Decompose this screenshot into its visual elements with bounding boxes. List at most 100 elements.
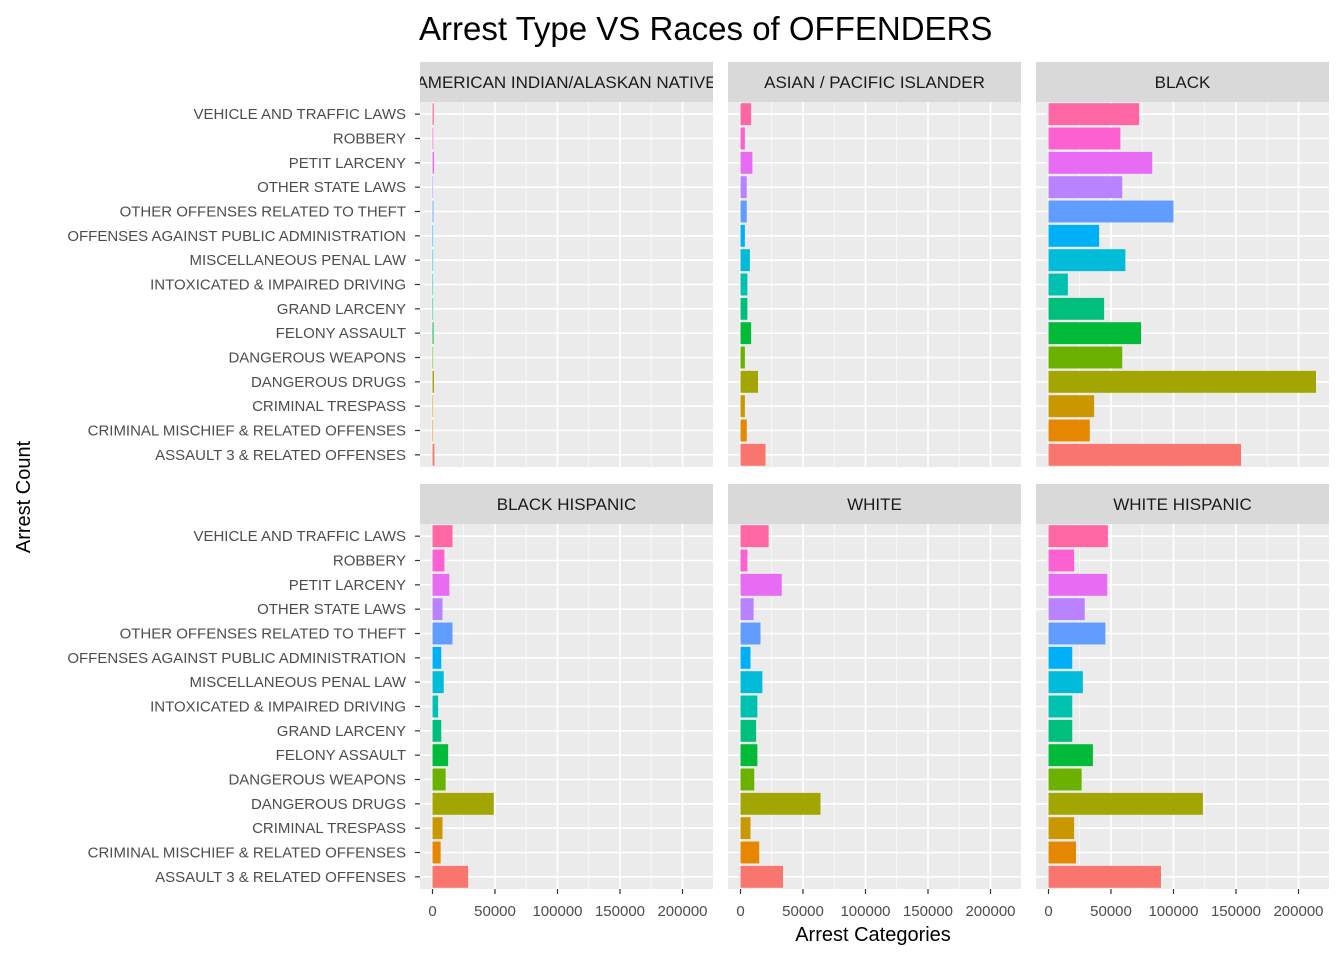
bar-criminal-trespass [432, 817, 443, 840]
x-axis-title: Arrest Categories [795, 924, 951, 946]
bar-other-state-laws [1048, 176, 1123, 199]
bar-assault-3-related-offenses [432, 865, 469, 888]
bar-dangerous-drugs [740, 792, 821, 815]
bar-robbery [1048, 549, 1075, 572]
y-tick-label: OTHER STATE LAWS [257, 601, 406, 618]
y-tick-label: OFFENSES AGAINST PUBLIC ADMINISTRATION [67, 650, 406, 667]
y-tick-label: DANGEROUS WEAPONS [228, 772, 406, 789]
bar-other-offenses-related-to-theft [1048, 622, 1106, 645]
y-tick-label: MISCELLANEOUS PENAL LAW [190, 252, 407, 269]
facet-strip [420, 62, 713, 102]
bar-grand-larceny [1048, 719, 1073, 742]
y-tick-label: FELONY ASSAULT [276, 747, 406, 764]
bar-vehicle-and-traffic-laws [1048, 103, 1140, 126]
bar-grand-larceny [432, 297, 434, 320]
bar-intoxicated-impaired-driving [1048, 273, 1068, 296]
facet-asian-pacific-islander: ASIAN / PACIFIC ISLANDER [728, 62, 1021, 467]
bar-robbery [1048, 127, 1121, 150]
y-tick-label: MISCELLANEOUS PENAL LAW [190, 674, 407, 691]
y-tick-label: ROBBERY [333, 553, 406, 570]
bar-robbery [740, 549, 748, 572]
bar-other-offenses-related-to-theft [1048, 200, 1174, 223]
bar-offenses-against-public-administration [1048, 646, 1073, 669]
bar-criminal-trespass [432, 395, 434, 418]
x-tick-label: 150000 [595, 903, 645, 920]
y-tick-label: CRIMINAL MISCHIEF & RELATED OFFENSES [88, 423, 406, 440]
x-tick-label: 0 [736, 903, 744, 920]
bar-petit-larceny [740, 573, 782, 596]
x-tick-label: 200000 [965, 903, 1015, 920]
bar-dangerous-drugs [432, 792, 494, 815]
bar-dangerous-weapons [1048, 346, 1123, 369]
bar-offenses-against-public-administration [1048, 224, 1100, 247]
facet-strip-label: BLACK [1155, 73, 1211, 92]
bar-intoxicated-impaired-driving [432, 273, 434, 296]
bar-dangerous-weapons [432, 346, 434, 369]
bar-criminal-mischief-related-offenses [1048, 419, 1090, 442]
y-tick-label: CRIMINAL TRESPASS [252, 398, 406, 415]
bar-robbery [432, 127, 434, 150]
facet-strip [728, 62, 1021, 102]
x-tick-label: 200000 [657, 903, 707, 920]
x-tick-label: 50000 [474, 903, 516, 920]
facet-american-indian-alaskan-native: AMERICAN INDIAN/ALASKAN NATIVE ASSAULT 3 … [67, 62, 716, 467]
y-tick-label: PETIT LARCENY [289, 577, 406, 594]
bar-criminal-trespass [740, 395, 745, 418]
bar-other-state-laws [432, 598, 443, 621]
bar-criminal-mischief-related-offenses [432, 841, 441, 864]
bar-intoxicated-impaired-driving [1048, 695, 1073, 718]
bar-assault-3-related-offenses [740, 865, 783, 888]
bar-offenses-against-public-administration [740, 224, 745, 247]
facet-strip-label: WHITE HISPANIC [1113, 495, 1252, 514]
y-tick-label: CRIMINAL MISCHIEF & RELATED OFFENSES [88, 845, 406, 862]
y-tick-label: PETIT LARCENY [289, 155, 406, 172]
bar-vehicle-and-traffic-laws [432, 525, 453, 548]
y-tick-label: VEHICLE AND TRAFFIC LAWS [193, 106, 406, 123]
bar-other-state-laws [740, 176, 747, 199]
bar-petit-larceny [432, 151, 434, 174]
bar-miscellaneous-penal-law [432, 671, 444, 694]
facet-black-hispanic: BLACK HISPANIC ASSAULT 3 & RELATED OFFENS… [67, 484, 713, 920]
x-tick-label: 150000 [1211, 903, 1261, 920]
facet-strip-label: AMERICAN INDIAN/ALASKAN NATIVE [416, 73, 716, 92]
bar-dangerous-weapons [740, 768, 755, 791]
bar-felony-assault [1048, 322, 1141, 345]
bar-felony-assault [432, 322, 434, 345]
bar-other-state-laws [740, 598, 754, 621]
bar-petit-larceny [1048, 151, 1153, 174]
y-tick-label: GRAND LARCENY [277, 301, 406, 318]
x-tick-label: 50000 [782, 903, 824, 920]
bar-intoxicated-impaired-driving [740, 695, 758, 718]
x-tick-label: 50000 [1090, 903, 1132, 920]
y-tick-label: ROBBERY [333, 131, 406, 148]
bar-petit-larceny [432, 573, 450, 596]
y-tick-label: DANGEROUS DRUGS [251, 796, 406, 813]
facet-strip [728, 484, 1021, 524]
x-tick-label: 0 [1044, 903, 1052, 920]
bar-assault-3-related-offenses [1048, 865, 1161, 888]
bar-criminal-mischief-related-offenses [740, 841, 760, 864]
bar-criminal-trespass [1048, 395, 1095, 418]
x-tick-label: 200000 [1273, 903, 1323, 920]
y-tick-label: ASSAULT 3 & RELATED OFFENSES [155, 869, 406, 886]
bar-grand-larceny [432, 719, 442, 742]
bar-grand-larceny [1048, 297, 1105, 320]
facet-white: WHITE 0 50000 100000 150000 200000 [728, 484, 1021, 920]
bar-dangerous-weapons [1048, 768, 1082, 791]
bar-petit-larceny [740, 151, 753, 174]
bar-other-offenses-related-to-theft [740, 622, 761, 645]
bar-felony-assault [740, 322, 752, 345]
bar-other-offenses-related-to-theft [740, 200, 747, 223]
bar-grand-larceny [740, 719, 757, 742]
bar-miscellaneous-penal-law [740, 249, 750, 272]
bar-offenses-against-public-administration [740, 646, 751, 669]
x-tick-label: 0 [428, 903, 436, 920]
y-axis-title: Arrest Count [13, 440, 35, 553]
bar-dangerous-weapons [432, 768, 446, 791]
bar-dangerous-drugs [1048, 370, 1316, 393]
y-tick-label: OTHER STATE LAWS [257, 179, 406, 196]
bar-felony-assault [740, 744, 758, 767]
bar-criminal-trespass [1048, 817, 1075, 840]
y-tick-label: CRIMINAL TRESPASS [252, 820, 406, 837]
